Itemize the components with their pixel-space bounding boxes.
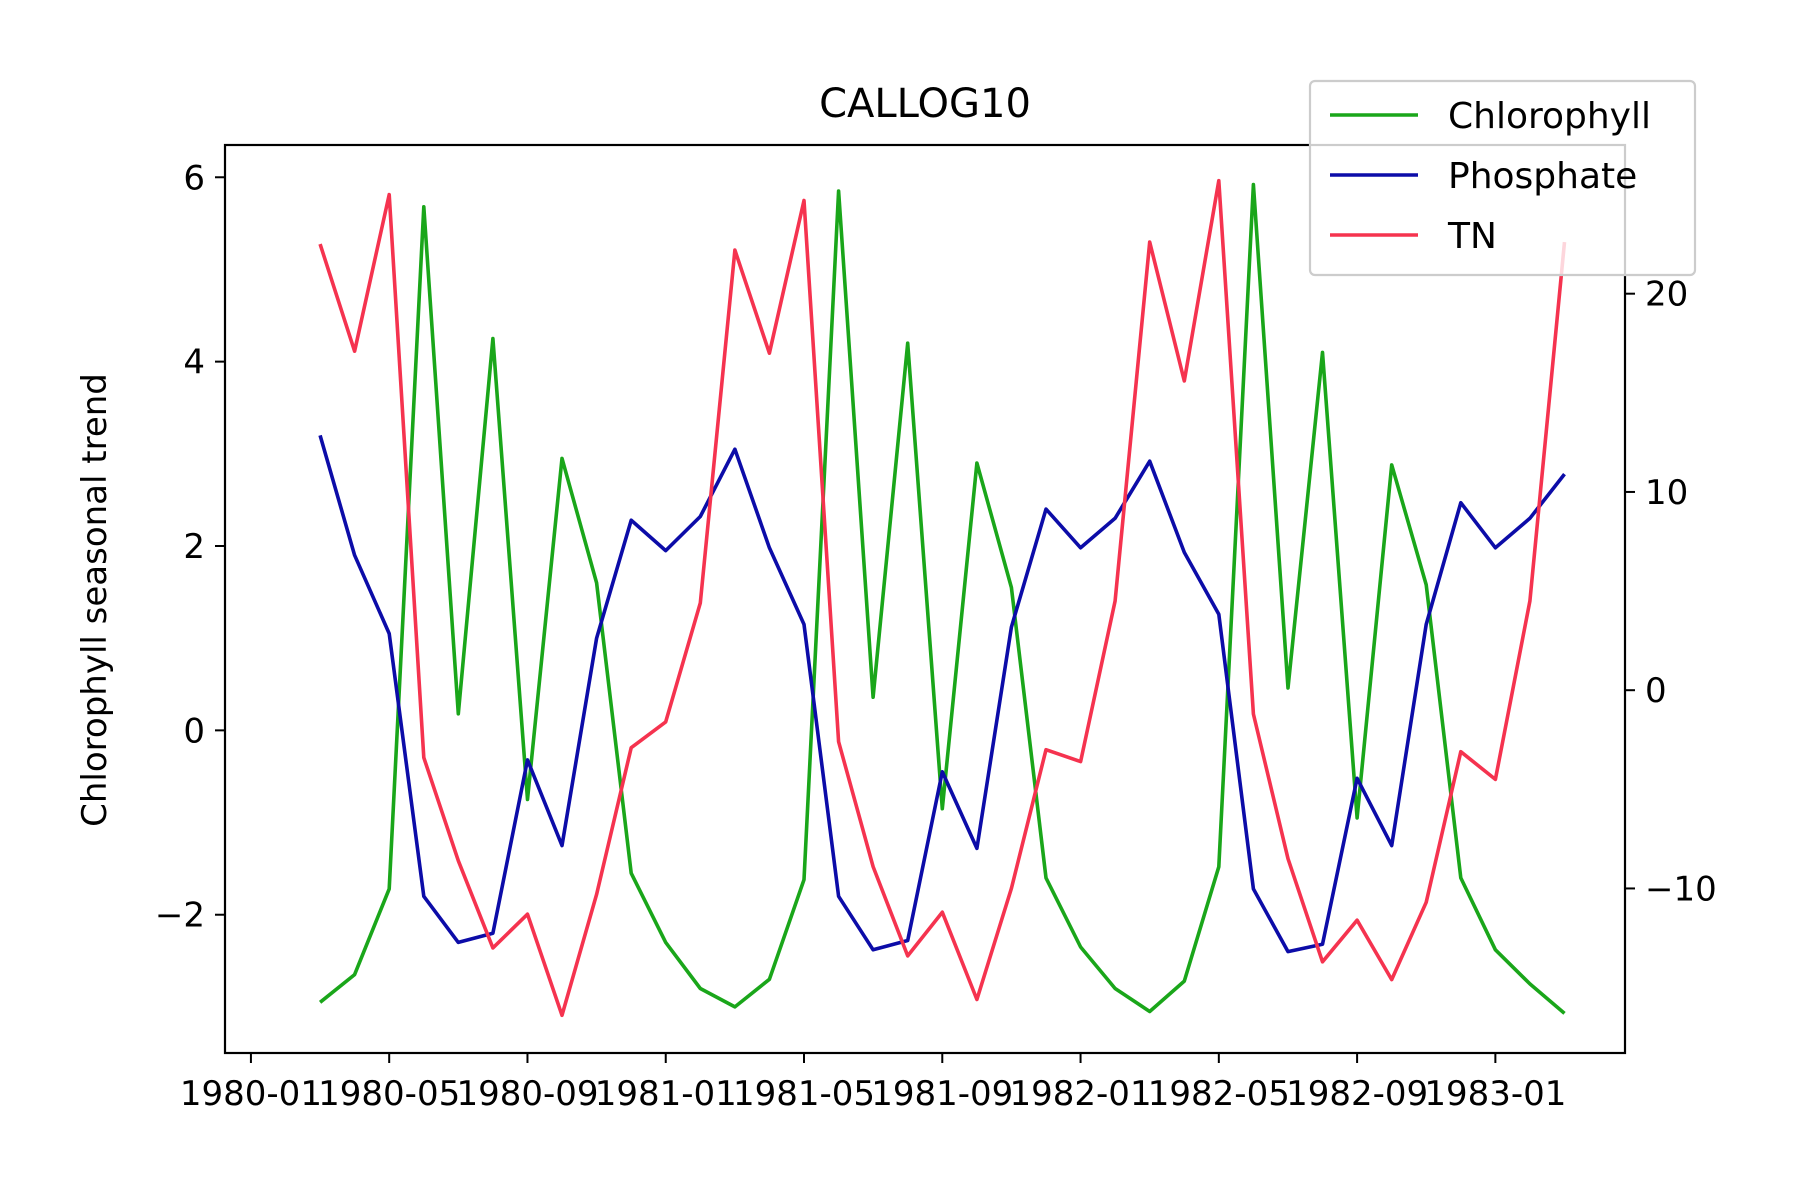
y-axis-left-label: Chlorophyll seasonal trend bbox=[75, 373, 115, 827]
series-line-phosphate bbox=[318, 434, 1566, 954]
legend-label-chlorophyll: Chlorophyll bbox=[1448, 96, 1651, 137]
chart-title: CALLOG10 bbox=[819, 81, 1031, 127]
legend: Chlorophyll Phosphate TN bbox=[1308, 79, 1697, 277]
y-right-tick-label: 10 bbox=[1645, 473, 1688, 513]
x-tick-label: 1981-01 bbox=[595, 1074, 737, 1114]
x-tick-label: 1982-01 bbox=[1010, 1074, 1152, 1114]
y-axis-left: −2 0 2 4 6 bbox=[155, 158, 225, 936]
x-tick-label: 1980-01 bbox=[180, 1074, 322, 1114]
x-tick-label: 1982-05 bbox=[1148, 1074, 1290, 1114]
x-axis: 1980-011980-051980-091981-011981-051981-… bbox=[180, 1053, 1566, 1114]
y-left-tick-label: 6 bbox=[183, 158, 205, 198]
series-line-tn bbox=[318, 178, 1567, 1018]
plot-frame bbox=[223, 143, 1627, 1055]
series-line-chlorophyll bbox=[318, 182, 1566, 1015]
x-tick-label: 1983-01 bbox=[1424, 1074, 1566, 1114]
x-tick-label: 1980-05 bbox=[318, 1074, 460, 1114]
y-right-tick-label: 0 bbox=[1645, 671, 1667, 711]
plot-lines bbox=[318, 178, 1567, 1018]
y-right-tick-label: 20 bbox=[1645, 275, 1688, 315]
y-left-tick-label: 4 bbox=[183, 343, 205, 383]
x-tick-label: 1981-05 bbox=[733, 1074, 875, 1114]
x-tick-label: 1982-09 bbox=[1286, 1074, 1428, 1114]
legend-label-tn: TN bbox=[1447, 216, 1497, 257]
y-right-tick-label: −10 bbox=[1645, 869, 1717, 909]
y-left-tick-label: 2 bbox=[183, 527, 205, 567]
legend-box bbox=[1308, 79, 1697, 277]
y-left-tick-label: 0 bbox=[183, 711, 205, 751]
legend-label-phosphate: Phosphate bbox=[1448, 156, 1637, 197]
y-axis-right: −10 0 10 20 bbox=[1625, 275, 1717, 909]
x-tick-label: 1980-09 bbox=[456, 1074, 598, 1114]
y-left-tick-label: −2 bbox=[155, 896, 205, 936]
x-tick-label: 1981-09 bbox=[871, 1074, 1013, 1114]
